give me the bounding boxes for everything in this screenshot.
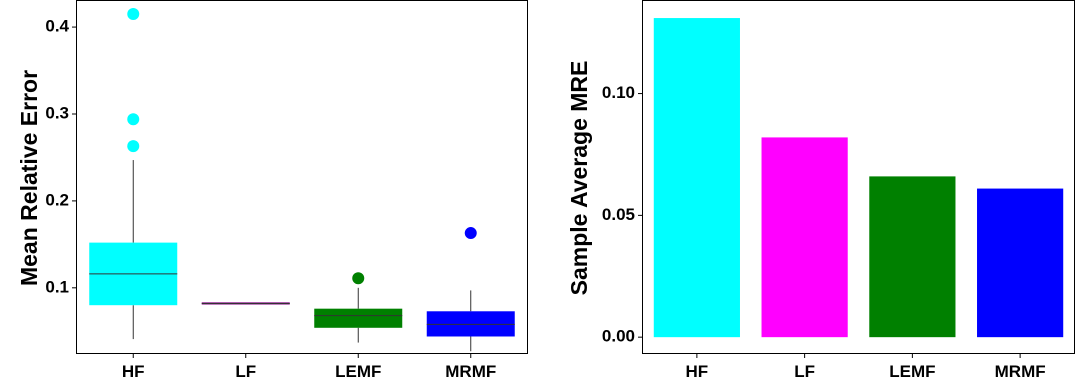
outlier-point (127, 113, 140, 126)
barchart-x-tick-label: LF (794, 362, 815, 381)
box-lemf (314, 272, 403, 343)
barchart-x-tick-label: HF (686, 362, 709, 381)
box-mrmf (426, 227, 515, 352)
barchart-x-axis: HF LF LEMF MRMF (686, 353, 1046, 381)
bar-lf (761, 137, 848, 338)
barchart-x-tick-label: LEMF (889, 362, 935, 381)
barchart-marks (653, 18, 1064, 338)
boxplot-x-tick-label: LEMF (335, 362, 381, 381)
boxplot-y-tick-label: 0.4 (45, 17, 69, 36)
outlier-point (352, 272, 365, 285)
boxplot-y-tick-label: 0.2 (45, 190, 69, 209)
bar-hf (653, 18, 740, 338)
barchart-y-axis-title: Sample Average MRE (566, 61, 592, 296)
boxplot-x-tick-label: LF (235, 362, 256, 381)
boxplot-x-axis: HF LF LEMF MRMF (122, 353, 496, 381)
boxplot-plot-frame (76, 0, 528, 354)
barchart-x-tick-label: MRMF (995, 362, 1046, 381)
boxplot-y-axis-title: Mean Relative Error (16, 70, 42, 286)
barchart-y-tick-label: 0.10 (602, 83, 635, 102)
boxplot-panel: 0.1 0.2 0.3 0.4 HF LF LEMF MRMF Mean Relative … (16, 0, 528, 381)
boxplot-y-axis: 0.1 0.2 0.3 0.4 (45, 17, 77, 296)
barchart-y-axis: 0.00 0.05 0.10 (602, 83, 643, 346)
box-hf (89, 8, 178, 340)
boxplot-x-tick-label: MRMF (445, 362, 496, 381)
bar-lemf (869, 176, 956, 338)
outlier-point (127, 8, 140, 21)
boxplot-marks (89, 8, 515, 352)
outlier-point (464, 227, 477, 240)
barchart-plot-frame (642, 0, 1075, 354)
barchart-y-tick-label: 0.05 (602, 205, 635, 224)
boxplot-y-tick-label: 0.3 (45, 103, 69, 122)
outlier-point (127, 140, 140, 153)
barchart-y-tick-label: 0.00 (602, 327, 635, 346)
boxplot-y-tick-label: 0.1 (45, 277, 69, 296)
box-body (314, 308, 403, 328)
bar-mrmf (977, 188, 1064, 338)
barchart-panel: 0.00 0.05 0.10 HF LF LEMF MRMF Sample Average… (566, 0, 1075, 381)
boxplot-x-tick-label: HF (122, 362, 145, 381)
